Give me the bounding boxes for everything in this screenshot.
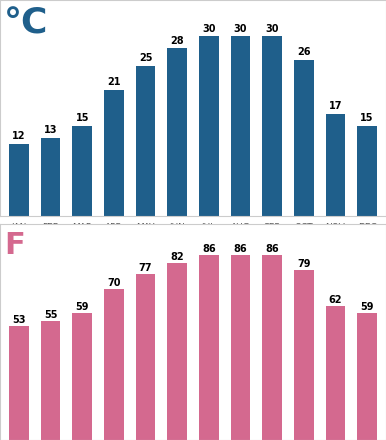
Bar [199,255,218,440]
Text: F: F [4,231,25,260]
Bar [104,90,124,216]
Bar [357,313,377,440]
Bar [136,274,155,440]
Text: °C: °C [4,7,48,40]
Bar [199,36,218,216]
Text: 30: 30 [202,23,215,33]
Text: 70: 70 [107,278,121,288]
Text: 59: 59 [360,302,374,312]
Text: 30: 30 [234,23,247,33]
Text: 30: 30 [265,23,279,33]
Text: 59: 59 [76,302,89,312]
Bar [294,60,313,216]
Bar [9,144,29,216]
Bar [73,126,92,216]
Bar [168,48,187,216]
Text: 26: 26 [297,48,310,58]
Text: 28: 28 [170,36,184,45]
Bar [9,326,29,440]
Bar [357,126,377,216]
Text: 25: 25 [139,54,152,63]
Bar [168,263,187,440]
Bar [294,270,313,440]
Text: 86: 86 [265,243,279,253]
Bar [325,114,345,216]
Text: 15: 15 [76,114,89,123]
Bar [231,36,250,216]
Bar [325,306,345,440]
Text: 86: 86 [234,243,247,253]
Text: 79: 79 [297,259,310,268]
Bar [136,66,155,216]
Text: 13: 13 [44,125,58,136]
Bar [231,255,250,440]
Text: 62: 62 [328,295,342,305]
Text: 53: 53 [12,315,26,325]
Bar [262,36,282,216]
Bar [41,138,61,216]
Text: 17: 17 [328,101,342,111]
Text: 15: 15 [360,114,374,123]
Text: 55: 55 [44,310,58,320]
Bar [73,313,92,440]
Bar [104,289,124,440]
Text: 86: 86 [202,243,216,253]
Text: 82: 82 [170,252,184,262]
Text: 12: 12 [12,131,26,141]
Text: 77: 77 [139,263,152,273]
Bar [262,255,282,440]
Bar [41,321,61,440]
Text: 21: 21 [107,77,121,88]
